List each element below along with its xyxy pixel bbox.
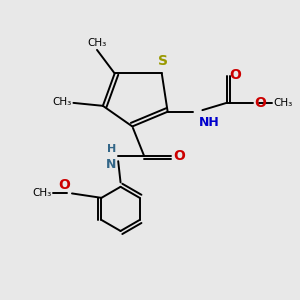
Text: O: O [58,178,70,192]
Text: O: O [173,149,185,163]
Text: O: O [254,96,266,110]
Text: CH₃: CH₃ [32,188,51,198]
Text: CH₃: CH₃ [53,97,72,107]
Text: S: S [158,54,168,68]
Text: H: H [107,144,116,154]
Text: CH₃: CH₃ [87,38,106,48]
Text: NH: NH [199,116,219,129]
Text: CH₃: CH₃ [274,98,293,108]
Text: N: N [106,158,116,171]
Text: O: O [230,68,242,82]
